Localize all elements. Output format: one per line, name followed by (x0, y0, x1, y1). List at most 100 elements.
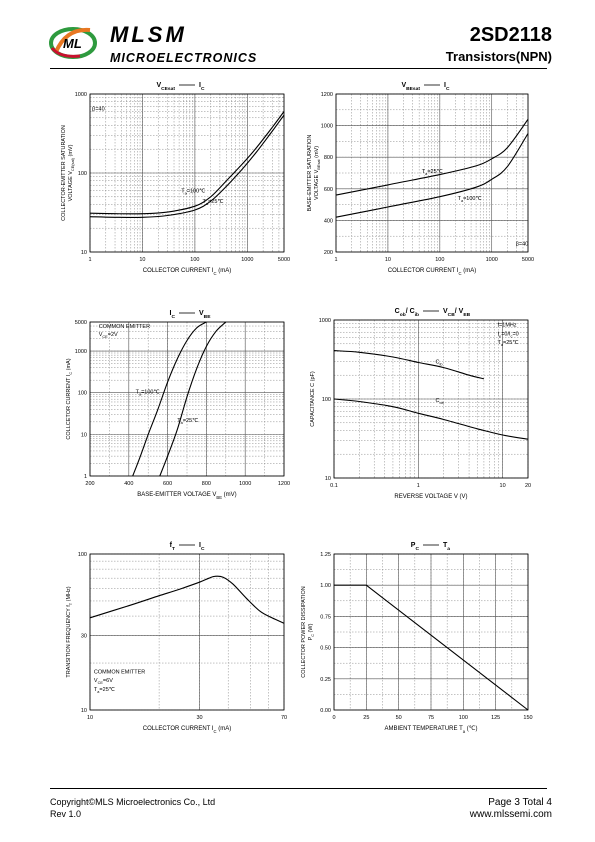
x-tick-label: 1000 (241, 257, 253, 263)
y-tick-label: 10 (81, 708, 87, 714)
footer-page: Page 3 Total 4 (488, 797, 552, 808)
device-type: Transistors(NPN) (445, 49, 552, 64)
x-tick-label: 10 (385, 257, 391, 263)
part-number: 2SD2118 (469, 24, 552, 46)
ft-vs-ic-chart: 10 30 70 10 30 100 fT IC COLLECTOR CURRENT IC (m… (66, 542, 287, 734)
annotation-0: Ta=25℃ (422, 169, 444, 176)
y-tick-label: 0.75 (320, 614, 331, 620)
x-tick-label: 1 (417, 483, 420, 489)
grid (89, 321, 285, 477)
series-line-0 (89, 575, 285, 624)
ic-vs-vbe-chart: 200 400 600 800 1000 1200 1 10 100 1000 5000 IC VBE B… (66, 310, 290, 500)
annotation-1: Ta=100℃ (458, 196, 483, 203)
y-tick-label: 200 (324, 250, 333, 256)
brand-name: MLSM (110, 22, 187, 47)
title-right: VBE (199, 310, 211, 320)
x-tick-label: 1 (88, 257, 91, 263)
annotation-text: Ta=25℃ (498, 340, 520, 347)
annotation-text: COMMON EMITTER (94, 669, 145, 675)
series-line-1 (335, 133, 529, 218)
mlsm-logo-icon: ML (49, 27, 97, 59)
annotation-0: f=1MHz (498, 322, 517, 328)
annotation-1: Ta=100℃ (181, 188, 206, 195)
annotation-text: Ta=100℃ (181, 188, 206, 195)
x-tick-label: 25 (363, 715, 369, 721)
y-tick-label: 0.50 (320, 646, 331, 652)
series-line-1 (333, 398, 529, 440)
y-axis-label: BASE-EMITTER SATURATION VOLTAGE VBEsat (m… (307, 135, 321, 212)
y-axis-label-line1: BASE-EMITTER SATURATION (307, 135, 313, 212)
grid (333, 553, 529, 711)
y-tick-label: 1000 (75, 349, 87, 355)
annotation-text: Cib (436, 360, 443, 367)
y-tick-label: 1.00 (320, 583, 331, 589)
y-tick-label: 10 (81, 250, 87, 256)
x-tick-label: 1000 (486, 257, 498, 263)
x-tick-label: 1200 (278, 481, 290, 487)
annotation-text: Ta=25℃ (94, 687, 116, 694)
y-axis-label: CAPACITANCE C (pF) (310, 371, 316, 427)
annotation-2: Ta=25℃ (203, 199, 225, 206)
annotation-text: Cob (436, 398, 444, 405)
y-tick-label: 1000 (75, 92, 87, 98)
x-tick-label: 75 (428, 715, 434, 721)
x-tick-label: 100 (459, 715, 468, 721)
chart-title: PC Ta (411, 542, 451, 552)
annotation-text: VCE=2V (99, 332, 118, 339)
series-line-0 (333, 350, 485, 380)
capacitance-vs-voltage-chart: 0.1 1 10 20 10 100 1000 Cob/ Cib VCB/ VEB REVERSE… (310, 308, 531, 500)
title-right: IC (444, 82, 450, 92)
plot-frame (335, 93, 529, 253)
annotation-text: f=1MHz (498, 322, 517, 328)
chart-title: VCEsat IC (156, 82, 205, 92)
y-tick-label: 1.25 (320, 552, 331, 558)
x-tick-label: 600 (163, 481, 172, 487)
pc-vs-ta-chart: 0 25 50 75 100 125 150 0.00 0.25 0.50 0.75 1.00 1.25… (301, 542, 533, 734)
header-rule (50, 68, 547, 69)
x-tick-label: 1000 (239, 481, 251, 487)
x-axis-label: REVERSE VOLTAGE V (V) (394, 494, 467, 500)
title-right: Ta (443, 542, 450, 552)
y-tick-label: 100 (78, 391, 87, 397)
chart-title: fT IC (170, 542, 205, 552)
annotation-text: Ta=25℃ (177, 418, 199, 425)
y-tick-label: 100 (78, 552, 87, 558)
x-tick-label: 10 (500, 483, 506, 489)
annotation-2: Ta=100℃ (136, 390, 161, 397)
series-line-0 (335, 118, 529, 196)
y-tick-label: 0.00 (320, 708, 331, 714)
chart-title: IC VBE (170, 310, 212, 320)
series-line-0 (334, 584, 529, 711)
y-axis-label-line2: VOLTAGE VBEsat (mV) (314, 146, 321, 200)
annotation-text: β=40 (92, 106, 105, 112)
y-tick-label: 100 (78, 171, 87, 177)
footer-website: www.mlssemi.com (469, 809, 552, 820)
chart-title: Cob/ Cib VCB/ VEB (395, 308, 471, 318)
title-right: VCB/ VEB (443, 308, 471, 318)
annotation-1: Ie=0/Ic=0 (498, 331, 519, 338)
annotation-text: Ta=25℃ (422, 169, 444, 176)
title-right: IC (199, 82, 205, 92)
series-line-0 (89, 111, 285, 215)
y-axis-label: COLLECTOR-EMITTER SATURATION VOLTAGE VCE(… (61, 125, 75, 221)
annotation-0: β=40 (92, 106, 105, 112)
title-left: VBEsat (401, 82, 420, 92)
vbesat-vs-ic-chart: 1 10 100 1000 5000 200 400 600 800 1000 1200 VBEsat… (307, 82, 534, 276)
x-tick-label: 125 (491, 715, 500, 721)
x-tick-label: 150 (523, 715, 532, 721)
y-axis-label-line2: VOLTAGE VCE(sat) (mV) (68, 144, 75, 201)
x-tick-label: 70 (281, 715, 287, 721)
y-tick-label: 5000 (75, 320, 87, 326)
brand-subtitle: MICROELECTRONICS (110, 51, 258, 65)
annotation-2: Ta=25℃ (94, 687, 116, 694)
x-tick-label: 400 (124, 481, 133, 487)
x-tick-label: 100 (190, 257, 199, 263)
x-tick-label: 100 (435, 257, 444, 263)
plot-frame (89, 553, 285, 711)
x-axis-label: BASE-EMITTER VOLTAGE VBE (mV) (137, 492, 236, 500)
y-tick-label: 400 (324, 218, 333, 224)
x-tick-label: 30 (196, 715, 202, 721)
plot-frame (333, 553, 529, 711)
grid (89, 553, 285, 711)
svg-text:ML: ML (63, 36, 82, 51)
